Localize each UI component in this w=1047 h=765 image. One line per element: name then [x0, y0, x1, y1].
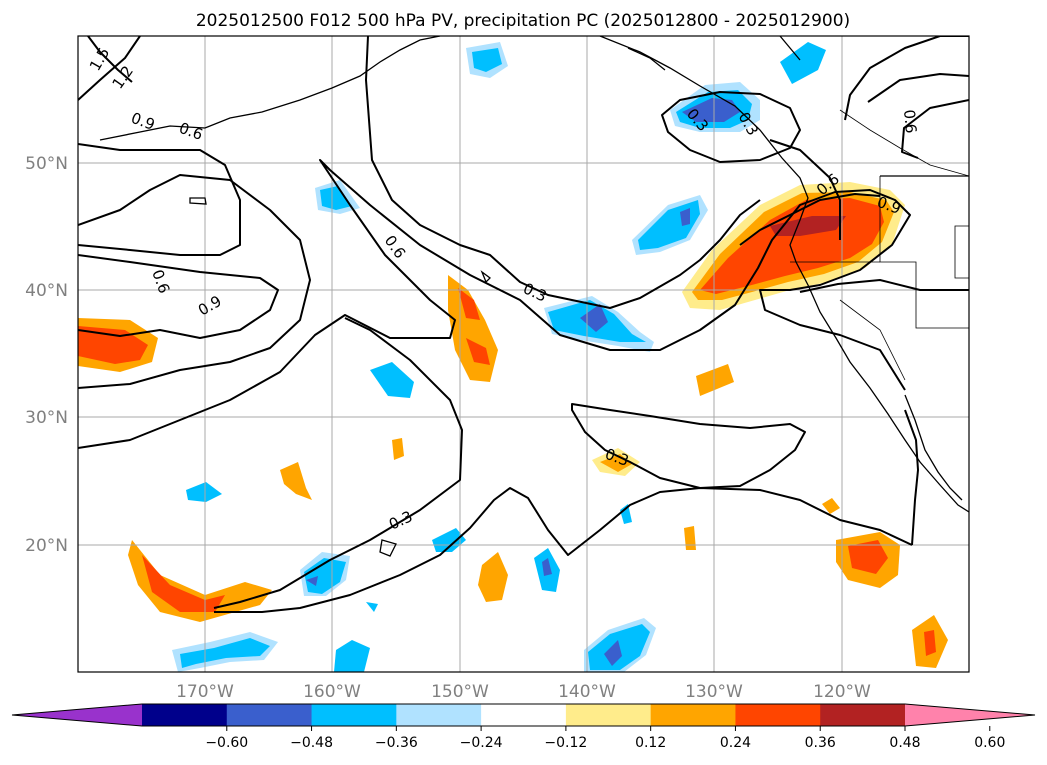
precip-blob-pos: [696, 364, 734, 396]
colorbar-extend-max: [905, 704, 1035, 726]
precip-blob-pos: [822, 498, 840, 514]
plot-title: 2025012500 F012 500 hPa PV, precipitatio…: [196, 11, 850, 31]
precip-blob-pos: [684, 526, 696, 550]
small-islands: [189, 197, 491, 557]
contour-label: 0.6: [900, 109, 920, 134]
precip-blob-neg: [334, 640, 370, 672]
latitude-labels: 50°N 40°N 30°N 20°N: [25, 154, 68, 556]
lat-label: 20°N: [25, 536, 68, 556]
colorbar-tick-label: −0.12: [544, 735, 587, 751]
colorbar-tick-label: 0.60: [974, 735, 1005, 751]
precip-blob-pos: [128, 540, 272, 622]
colorbar-tick-label: −0.24: [460, 735, 503, 751]
colorbar: −0.60 −0.48 −0.36 −0.24 −0.12 0.12 0.24 0.36 0.4…: [11, 703, 1036, 751]
country-borders: [790, 109, 969, 381]
longitude-labels: 170°W 160°W 150°W 140°W 130°W 120°W: [176, 682, 871, 702]
precip-blob-neg: [620, 504, 632, 524]
precip-blob-neg: [186, 482, 222, 502]
precip-blob-pos: [280, 462, 312, 500]
precip-blob-neg: [584, 618, 656, 672]
colorbar-tick-label: 0.24: [720, 735, 751, 751]
precip-blob-neg: [632, 195, 708, 255]
colorbar-tick-label: −0.48: [290, 735, 333, 751]
precip-blob-pos: [478, 552, 508, 602]
colorbar-swatch: [481, 704, 567, 726]
precip-blob-neg: [300, 552, 350, 596]
map-panel: 1.5 1.2 0.9 0.6 0.6 0.9 0.6 0.3 0.3 0.3 …: [77, 35, 970, 673]
precip-blob-neg: [466, 42, 508, 78]
precip-blob-neg: [366, 602, 378, 612]
map-background: [78, 36, 969, 672]
colorbar-tick-label: 0.48: [889, 735, 920, 751]
lon-label: 130°W: [685, 682, 743, 702]
precip-blob-neg: [534, 548, 560, 592]
precip-blob-neg: [315, 180, 360, 214]
colorbar-swatch: [226, 704, 313, 726]
colorbar-swatch: [142, 704, 228, 726]
colorbar-swatch: [396, 704, 482, 726]
precip-blob-pos: [912, 615, 948, 668]
lon-label: 120°W: [813, 682, 871, 702]
map-frame: [77, 35, 970, 673]
lon-label: 150°W: [431, 682, 489, 702]
colorbar-outline: [11, 703, 1036, 727]
colorbar-extend-min: [12, 704, 142, 726]
precip-blob-neg: [432, 528, 466, 552]
colorbar-swatch: [735, 704, 821, 726]
colorbar-tick-label: 0.12: [635, 735, 666, 751]
lon-label: 140°W: [558, 682, 616, 702]
lon-label: 170°W: [176, 682, 234, 702]
lon-label: 160°W: [303, 682, 361, 702]
precip-blob-pos: [392, 438, 404, 460]
lat-label: 40°N: [25, 281, 68, 301]
precip-blob-neg: [780, 42, 826, 84]
colorbar-tick-label: −0.36: [375, 735, 418, 751]
pv-contours: [78, 36, 969, 613]
precip-blob-pos: [682, 182, 905, 310]
colorbar-swatch: [311, 704, 397, 726]
colorbar-swatch: [820, 704, 906, 726]
precip-blob-neg: [172, 632, 278, 672]
lat-label: 50°N: [25, 154, 68, 174]
colorbar-tick-label: 0.36: [805, 735, 836, 751]
lat-label: 30°N: [25, 408, 68, 428]
colorbar-tick-label: −0.60: [205, 735, 248, 751]
gridlines: [78, 36, 969, 672]
colorbar-swatch: [565, 704, 652, 726]
precip-blob-pos: [836, 532, 900, 588]
precip-blob-neg: [370, 362, 414, 398]
colorbar-swatch: [650, 704, 736, 726]
precip-blob-pos: [78, 318, 158, 372]
